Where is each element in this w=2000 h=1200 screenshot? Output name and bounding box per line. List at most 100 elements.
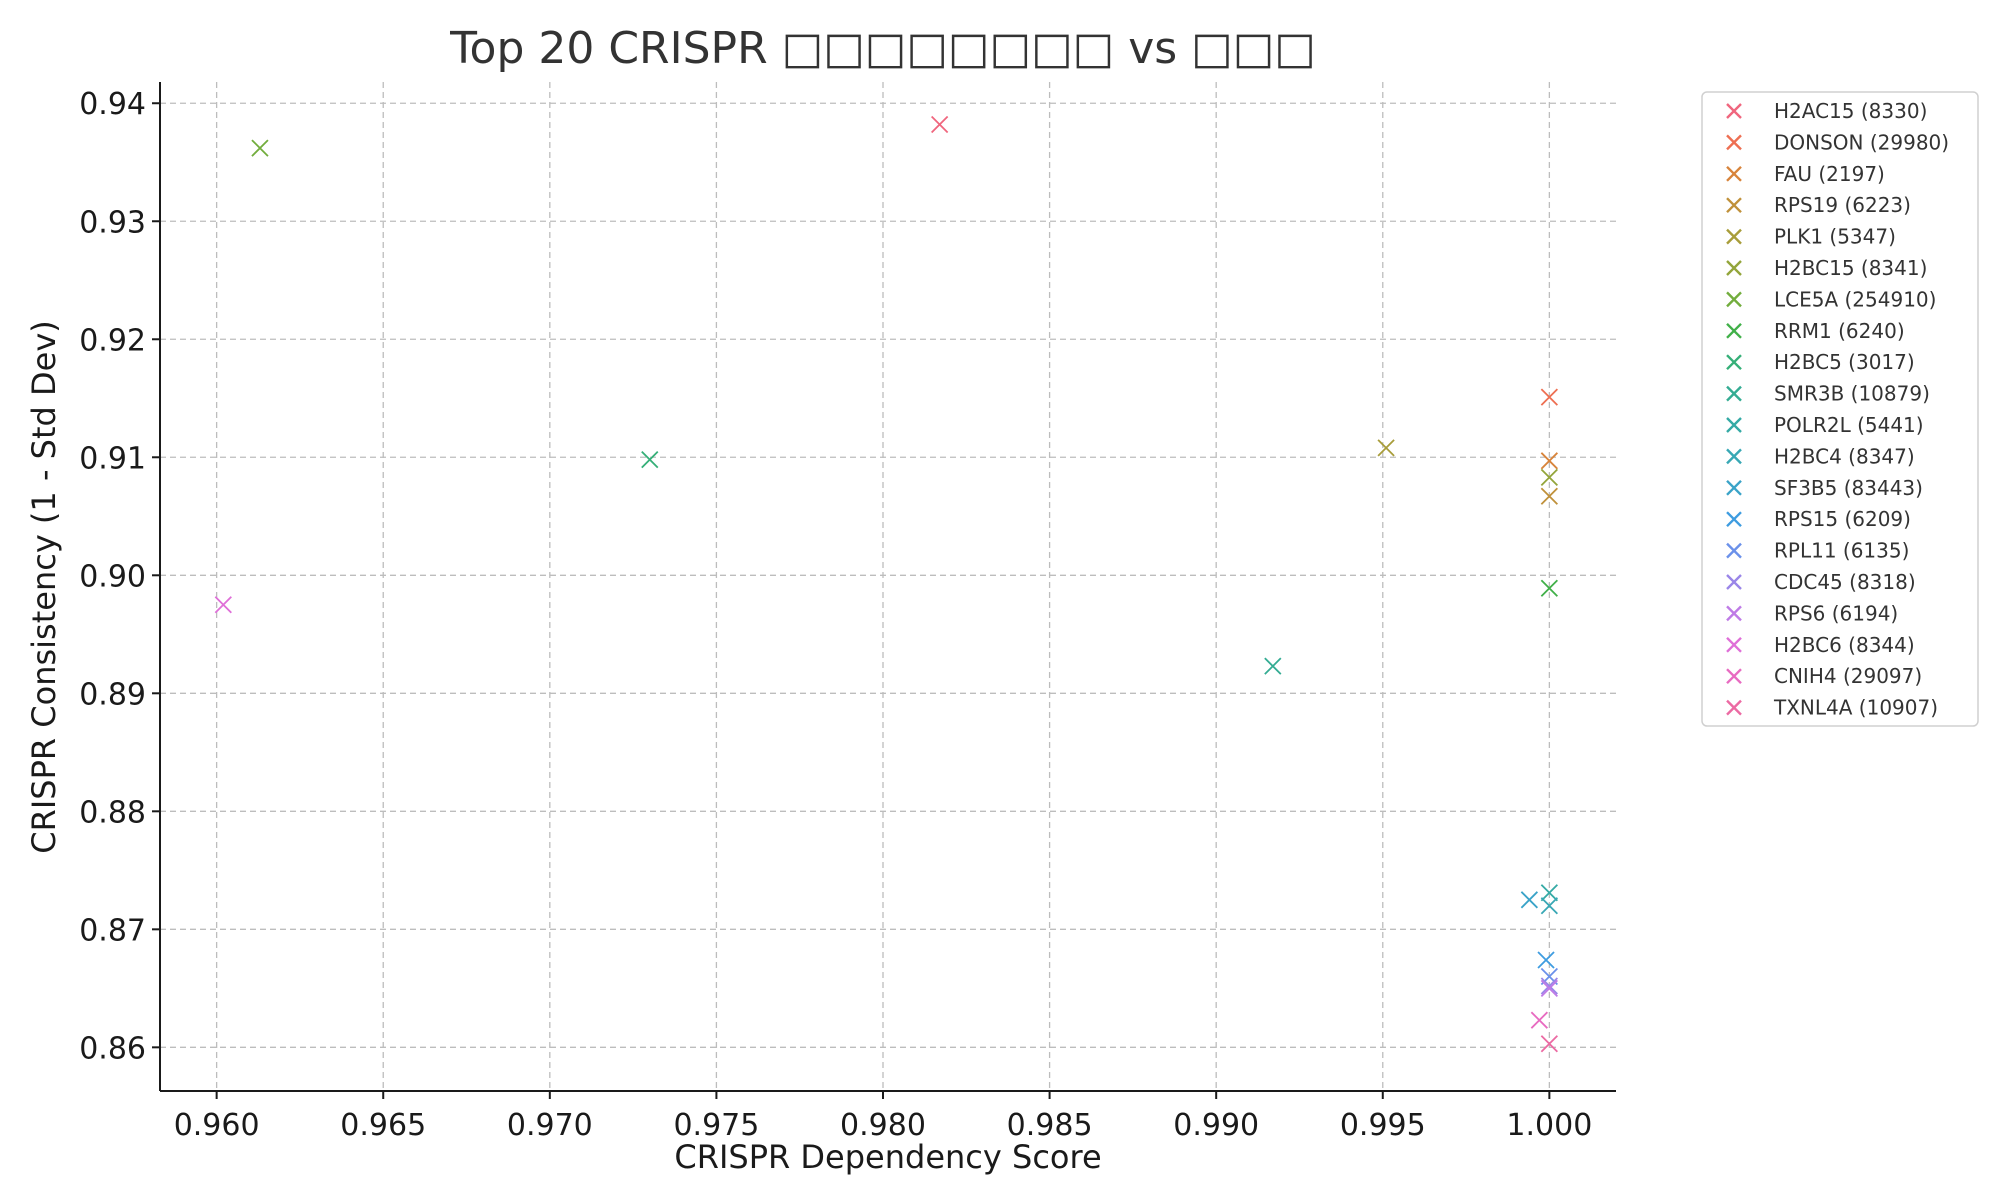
data-points — [214, 115, 1558, 1053]
legend-marker — [1726, 417, 1742, 433]
legend-marker — [1726, 511, 1742, 528]
legend-marker — [1726, 165, 1742, 182]
legend-label: PLK1 (5347) — [1774, 225, 1896, 249]
legend-item: RRM1 (6240) — [1726, 319, 1905, 343]
legend: H2AC15 (8330) DONSON (29980) FAU (2197) RPS… — [1701, 91, 1979, 727]
legend-label: CNIH4 (29097) — [1774, 664, 1922, 688]
legend-label: H2BC6 (8344) — [1774, 633, 1915, 657]
data-point — [641, 451, 659, 469]
legend-marker — [1726, 197, 1742, 214]
legend-item: H2BC4 (8347) — [1726, 444, 1915, 468]
legend-marker — [1726, 291, 1742, 308]
y-tick-label: 0.94 — [79, 87, 146, 122]
y-tick-label: 0.89 — [79, 677, 146, 712]
legend-label: H2AC15 (8330) — [1774, 99, 1927, 123]
y-tick-label: 0.90 — [79, 559, 146, 594]
legend-marker — [1726, 605, 1742, 622]
legend-label: CDC45 (8318) — [1774, 570, 1916, 594]
legend-item: PLK1 (5347) — [1726, 225, 1896, 249]
legend-label: RPS6 (6194) — [1774, 601, 1898, 625]
legend-marker — [1726, 260, 1742, 276]
legend-item: RPS6 (6194) — [1726, 601, 1898, 625]
legend-item: RPS15 (6209) — [1726, 507, 1911, 531]
y-tick-label: 0.88 — [79, 795, 146, 830]
axes — [159, 82, 1616, 1092]
x-tick-label: 0.965 — [340, 1108, 426, 1143]
chart-title: Top 20 CRISPR □□□□□□□□ vs □□□ — [449, 23, 1316, 74]
legend-label: SF3B5 (83443) — [1774, 476, 1923, 500]
legend-marker — [1726, 542, 1742, 559]
legend-frame — [1701, 91, 1979, 727]
legend-marker — [1726, 103, 1742, 119]
data-point — [1540, 897, 1558, 915]
legend-marker — [1726, 574, 1742, 590]
x-tick-label: 0.990 — [1173, 1108, 1259, 1143]
legend-item: TXNL4A (10907) — [1726, 696, 1938, 720]
x-tick-label: 1.000 — [1506, 1108, 1592, 1143]
legend-item: H2BC15 (8341) — [1726, 256, 1927, 280]
data-point — [1540, 452, 1558, 470]
data-point — [931, 115, 949, 134]
data-point — [251, 139, 269, 157]
legend-marker — [1726, 668, 1742, 685]
y-tick-label: 0.86 — [79, 1031, 146, 1066]
data-point — [1540, 487, 1558, 505]
data-point — [1540, 468, 1558, 486]
legend-label: SMR3B (10879) — [1774, 382, 1930, 406]
legend-marker — [1726, 636, 1742, 653]
legend-label: RPS15 (6209) — [1774, 507, 1911, 531]
legend-label: LCE5A (254910) — [1774, 287, 1936, 311]
y-tick-label: 0.93 — [79, 205, 146, 240]
x-tick-label: 0.975 — [673, 1108, 759, 1143]
legend-marker — [1726, 448, 1742, 465]
legend-item: CNIH4 (29097) — [1726, 664, 1922, 688]
legend-label: H2BC4 (8347) — [1774, 444, 1915, 468]
legend-marker — [1726, 479, 1742, 496]
y-axis-label: CRISPR Consistency (1 - Std Dev) — [25, 320, 63, 854]
legend-marker — [1726, 354, 1742, 371]
legend-marker — [1726, 385, 1742, 402]
y-tick-label: 0.92 — [79, 323, 146, 358]
legend-item: H2BC5 (3017) — [1726, 350, 1915, 374]
legend-marker — [1726, 322, 1742, 339]
y-axis-ticks: 0.86 0.87 0.88 0.89 0.90 0.91 0.92 0.93 0.94 — [79, 87, 160, 1066]
legend-item: CDC45 (8318) — [1726, 570, 1916, 594]
data-point — [1530, 1011, 1549, 1029]
y-tick-label: 0.87 — [79, 913, 146, 948]
x-tick-label: 0.980 — [840, 1108, 926, 1143]
legend-item: H2AC15 (8330) — [1726, 99, 1927, 123]
legend-label: FAU (2197) — [1774, 162, 1885, 186]
data-point — [1540, 579, 1558, 597]
data-point — [1540, 977, 1558, 995]
legend-item: RPS19 (6223) — [1726, 193, 1911, 217]
data-point — [1264, 657, 1282, 675]
legend-item: SMR3B (10879) — [1726, 382, 1930, 406]
x-tick-label: 0.995 — [1340, 1108, 1426, 1143]
legend-item: RPL11 (6135) — [1726, 539, 1909, 563]
legend-marker — [1726, 228, 1742, 245]
x-axis-label: CRISPR Dependency Score — [674, 1138, 1101, 1176]
legend-label: RRM1 (6240) — [1774, 319, 1905, 343]
data-point — [1540, 1035, 1558, 1053]
x-tick-label: 0.985 — [1007, 1108, 1093, 1143]
legend-label: H2BC15 (8341) — [1774, 256, 1927, 280]
legend-label: TXNL4A (10907) — [1773, 696, 1938, 720]
x-tick-label: 0.970 — [507, 1108, 593, 1143]
y-tick-label: 0.91 — [79, 441, 146, 476]
legend-item: SF3B5 (83443) — [1726, 476, 1923, 500]
legend-label: RPL11 (6135) — [1774, 539, 1909, 563]
legend-label: RPS19 (6223) — [1774, 193, 1911, 217]
data-point — [1540, 884, 1558, 902]
legend-label: POLR2L (5441) — [1774, 413, 1924, 437]
legend-marker — [1726, 699, 1742, 716]
legend-label: DONSON (29980) — [1774, 130, 1949, 154]
grid — [160, 82, 1616, 1091]
x-tick-label: 0.960 — [174, 1108, 260, 1143]
data-point — [1540, 979, 1558, 997]
data-point — [1540, 388, 1558, 406]
legend-item: H2BC6 (8344) — [1726, 633, 1915, 657]
legend-marker — [1726, 134, 1742, 151]
legend-item: LCE5A (254910) — [1726, 287, 1936, 311]
data-point — [1520, 891, 1539, 909]
